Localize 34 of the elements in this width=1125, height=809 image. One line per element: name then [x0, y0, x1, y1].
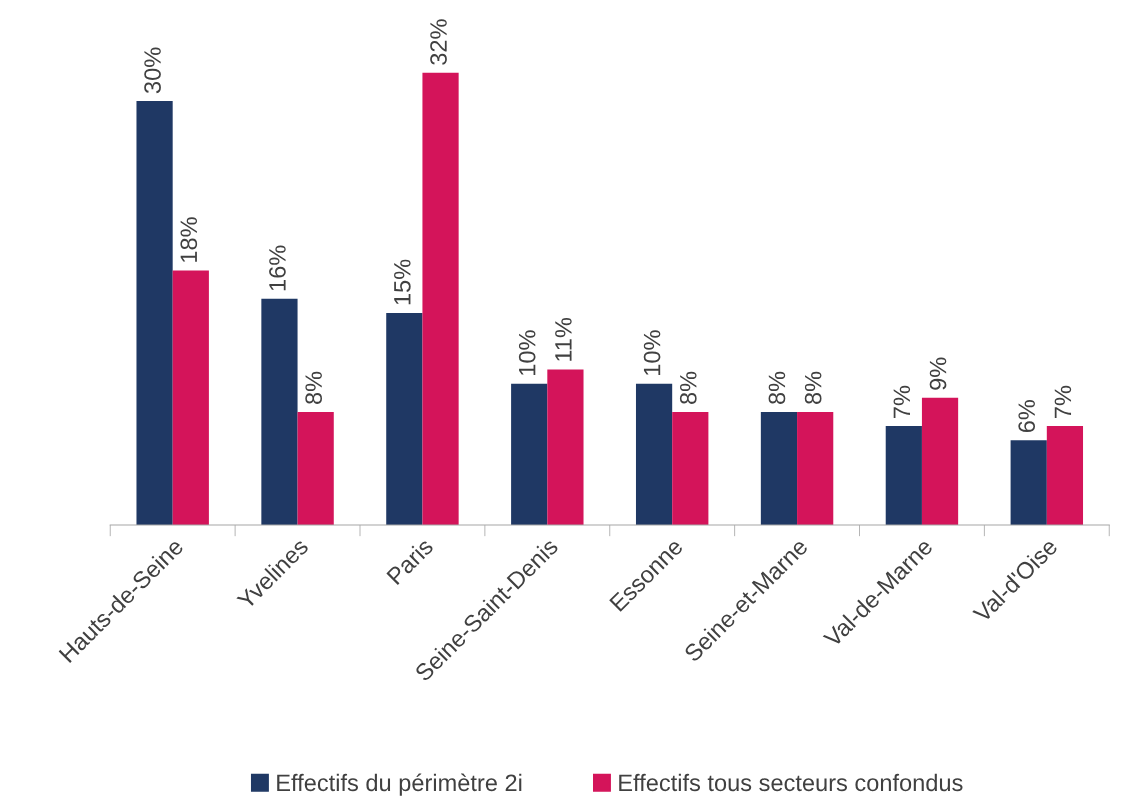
data-label: 8%	[768, 371, 786, 404]
bar	[1046, 426, 1084, 526]
data-label: 9%	[929, 357, 947, 390]
data-label: 8%	[679, 371, 697, 404]
data-label: 15%	[394, 259, 411, 305]
data-label: 30%	[144, 47, 161, 94]
data-label: 18%	[180, 217, 198, 262]
bar	[1010, 440, 1047, 526]
bar	[511, 383, 548, 526]
data-label: 7%	[893, 385, 911, 418]
bar	[261, 298, 298, 526]
legend-label: Effectifs tous secteurs confondus	[619, 773, 963, 792]
data-label: 10%	[643, 330, 661, 375]
data-label: 32%	[430, 19, 447, 65]
data-label: 6%	[1018, 400, 1036, 433]
bar	[297, 411, 334, 526]
bar	[797, 411, 834, 526]
bar	[921, 397, 959, 526]
bar	[386, 313, 423, 526]
bar	[136, 100, 173, 526]
data-label: 11%	[555, 317, 572, 361]
bar	[547, 369, 584, 526]
data-label: 8%	[804, 371, 822, 404]
data-label: 10%	[518, 330, 536, 375]
bar	[885, 426, 922, 526]
legend-label: Effectifs du périmètre 2i	[277, 773, 522, 796]
data-label: 7%	[1054, 385, 1072, 418]
data-label: 8%	[305, 371, 323, 404]
data-label: 16%	[269, 245, 286, 291]
bar	[422, 72, 459, 526]
bar	[760, 411, 798, 526]
bar	[635, 383, 673, 526]
bar	[672, 411, 709, 526]
bar	[172, 270, 209, 526]
